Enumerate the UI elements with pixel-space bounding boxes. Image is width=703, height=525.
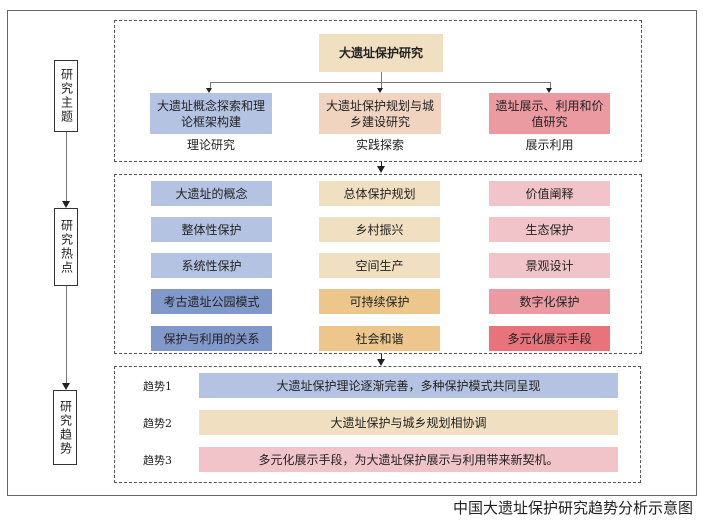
hotspot-item: 系统性保护 [151, 253, 272, 278]
hotspot-item: 生态保护 [489, 217, 610, 242]
hotspot-item: 大遗址的概念 [151, 181, 272, 206]
hotspot-item: 价值阐释 [489, 181, 610, 206]
arrow-icon [377, 359, 385, 366]
arrow-icon [62, 383, 70, 390]
hotspot-item: 社会和谐 [319, 326, 440, 351]
trend-bar: 多元化展示手段，为大遗址保护展示与利用带来新契机。 [199, 447, 618, 472]
hotspot-item: 乡村振兴 [319, 217, 440, 242]
trend-label: 趋势2 [143, 417, 172, 430]
hotspot-item: 多元化展示手段 [489, 326, 610, 351]
hotspot-item: 整体性保护 [151, 217, 272, 242]
hotspot-item: 可持续保护 [319, 289, 440, 314]
arrow-icon [546, 88, 552, 93]
theme-caption: 实践探索 [355, 138, 404, 152]
theme-caption: 理论研究 [186, 138, 235, 152]
theme-practice: 大遗址保护规划与城乡建设研究 [319, 93, 441, 134]
arrow-icon [62, 201, 70, 208]
figure-caption: 中国大遗址保护研究趋势分析示意图 [452, 499, 693, 517]
arrow-icon [377, 166, 385, 173]
trend-bar: 大遗址保护理论逐渐完善，多种保护模式共同呈现 [199, 373, 618, 398]
side-label-trend: 研究趋势 [53, 390, 77, 465]
trend-section [114, 366, 641, 483]
connector-line [210, 82, 550, 83]
side-label-theme: 研究主题 [54, 60, 78, 132]
theme-display: 遗址展示、利用和价值研究 [489, 93, 610, 134]
theme-theory: 大遗址概念探索和理论框架构建 [150, 93, 272, 134]
side-label-hotspot: 研究热点 [54, 208, 78, 286]
trend-label: 趋势1 [143, 380, 172, 393]
theme-section [114, 20, 642, 162]
arrow-icon [377, 88, 383, 93]
hotspot-item: 景观设计 [489, 253, 610, 278]
trend-bar: 大遗址保护与城乡规划相协调 [199, 410, 618, 435]
hotspot-item: 保护与利用的关系 [151, 326, 272, 351]
connector-line [66, 131, 67, 206]
theme-caption: 展示利用 [525, 138, 574, 152]
root-node: 大遗址保护研究 [319, 34, 443, 72]
hotspot-item: 数字化保护 [489, 289, 610, 314]
connector-line [66, 285, 67, 385]
arrow-icon [206, 88, 212, 93]
hotspot-section [114, 174, 642, 354]
hotspot-item: 空间生产 [319, 253, 440, 278]
hotspot-item: 总体保护规划 [319, 181, 440, 206]
trend-label: 趋势3 [143, 454, 172, 467]
hotspot-item: 考古遗址公园模式 [151, 289, 272, 314]
diagram-frame [7, 10, 697, 496]
